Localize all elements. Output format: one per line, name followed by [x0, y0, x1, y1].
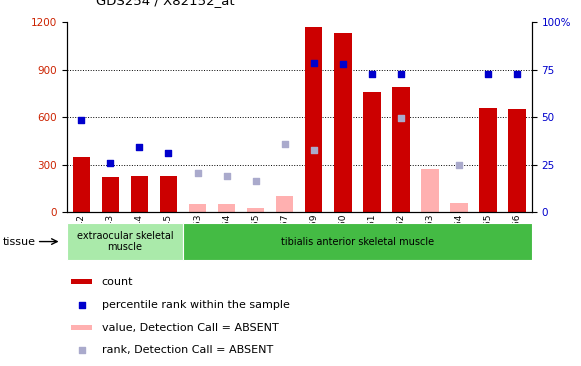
Bar	[450, 203, 468, 212]
Point	[77, 348, 87, 354]
Point	[251, 178, 260, 184]
Point	[512, 71, 522, 76]
Point	[396, 71, 406, 76]
Point	[106, 160, 115, 166]
Point	[483, 71, 493, 77]
Text: extraocular skeletal
muscle: extraocular skeletal muscle	[77, 231, 173, 253]
Point	[193, 171, 202, 176]
Bar	[334, 33, 352, 212]
Bar	[71, 279, 92, 284]
Bar	[305, 27, 322, 212]
Bar	[71, 325, 92, 330]
Bar	[392, 87, 410, 212]
Bar	[183, 223, 532, 260]
Bar	[421, 169, 439, 212]
Bar	[160, 176, 177, 212]
Point	[280, 141, 289, 147]
Bar	[131, 176, 148, 212]
Bar	[189, 203, 206, 212]
Bar	[67, 223, 183, 260]
Point	[77, 302, 87, 307]
Point	[164, 150, 173, 156]
Bar	[363, 92, 381, 212]
Bar	[218, 204, 235, 212]
Bar	[102, 178, 119, 212]
Point	[222, 173, 231, 179]
Point	[367, 71, 376, 77]
Text: value, Detection Call = ABSENT: value, Detection Call = ABSENT	[102, 322, 278, 333]
Text: percentile rank within the sample: percentile rank within the sample	[102, 300, 289, 310]
Point	[454, 163, 464, 168]
Point	[309, 147, 318, 153]
Text: GDS254 / X82152_at: GDS254 / X82152_at	[96, 0, 235, 7]
Point	[396, 115, 406, 121]
Bar	[73, 157, 90, 212]
Bar	[508, 109, 526, 212]
Text: rank, Detection Call = ABSENT: rank, Detection Call = ABSENT	[102, 346, 273, 355]
Point	[338, 61, 347, 67]
Point	[77, 117, 86, 123]
Bar	[479, 108, 497, 212]
Point	[135, 144, 144, 150]
Text: tibialis anterior skeletal muscle: tibialis anterior skeletal muscle	[281, 236, 434, 247]
Point	[309, 60, 318, 66]
Bar	[276, 197, 293, 212]
Text: tissue: tissue	[3, 236, 36, 247]
Bar	[247, 208, 264, 212]
Text: count: count	[102, 277, 133, 287]
